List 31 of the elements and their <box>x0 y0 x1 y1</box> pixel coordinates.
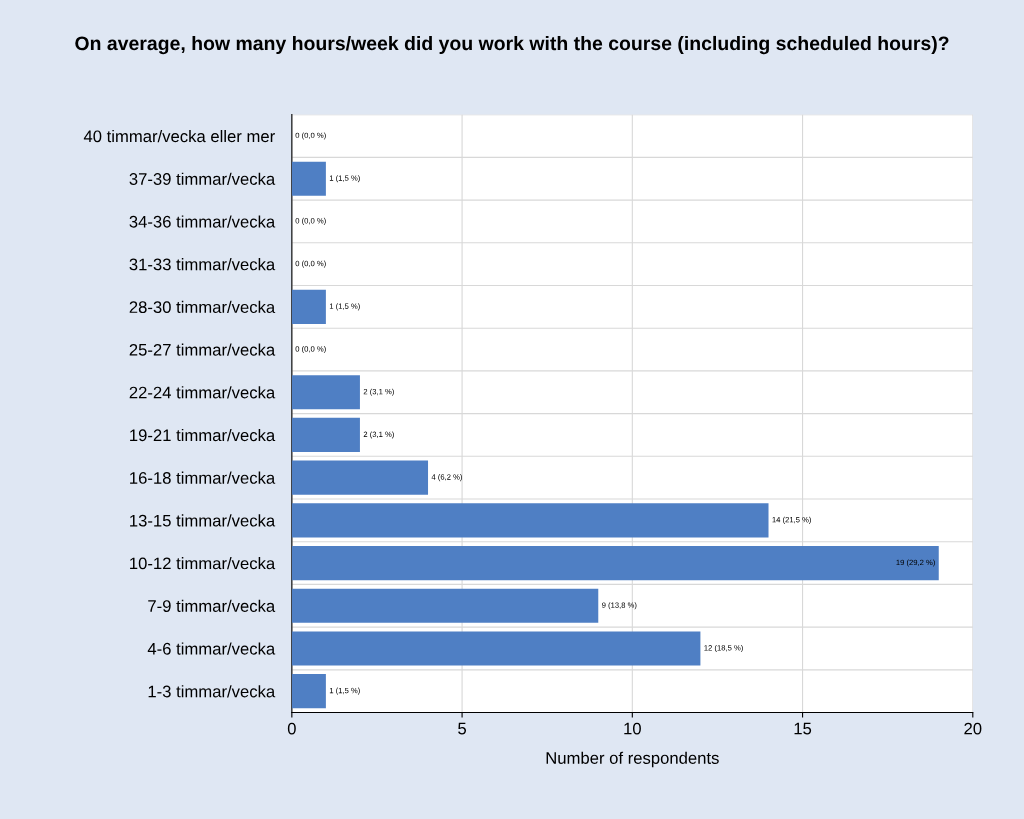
bar <box>291 503 769 538</box>
y-tick-label: 28-30 timmar/vecka <box>129 300 276 314</box>
y-tick-label: 25-27 timmar/vecka <box>129 343 276 356</box>
y-tick-label: 4-6 timmar/vecka <box>147 642 276 655</box>
y-tick-label: 22-24 timmar/vecka <box>129 386 276 399</box>
y-tick-label: 37-39 timmar/vecka <box>129 172 276 185</box>
x-tick-label: 20 <box>964 722 982 735</box>
chart-title: On average, how many hours/week did you work with the course (including scheduled hours)? <box>75 35 949 55</box>
x-axis-title: Number of respondents <box>546 751 719 768</box>
x-tick-label: 15 <box>794 722 812 735</box>
y-tick-label: 31-33 timmar/vecka <box>129 258 276 271</box>
y-tick-label: 40 timmar/vecka eller mer <box>83 129 275 143</box>
bar <box>291 588 599 623</box>
y-tick-label: 13-15 timmar/vecka <box>130 514 276 527</box>
x-tick-label: 5 <box>458 722 467 735</box>
bar <box>291 289 326 324</box>
bar <box>291 460 429 495</box>
y-tick-label: 7-9 timmar/vecka <box>148 599 276 612</box>
y-tick-label: 16-18 timmar/vecka <box>130 471 276 484</box>
bar <box>291 375 360 410</box>
y-tick-label: 19-21 timmar/vecka <box>130 428 276 442</box>
bar <box>291 631 701 666</box>
bar <box>291 161 326 196</box>
bar <box>291 674 326 709</box>
y-tick-label: 1-3 timmar/vecka <box>148 685 276 698</box>
x-tick-label: 0 <box>287 722 296 735</box>
x-tick-label: 10 <box>624 722 641 735</box>
y-tick-label: 34-36 timmar/vecka <box>129 215 276 228</box>
y-tick-label: 10-12 timmar/vecka <box>130 557 276 570</box>
bar <box>291 545 939 581</box>
bar <box>291 417 360 453</box>
